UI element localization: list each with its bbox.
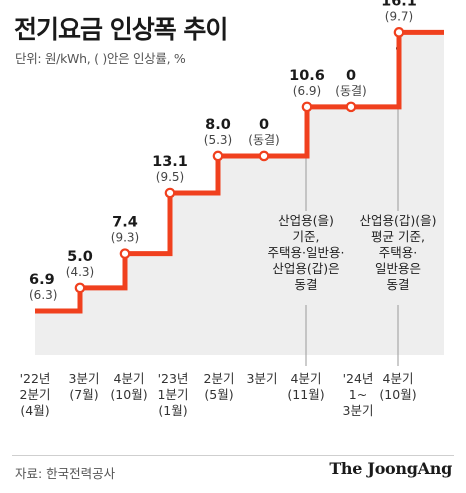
point-marker [393,27,405,38]
point-marker [258,150,270,162]
annotation-text: 산업용(갑)은 [272,261,339,276]
series-line [35,29,444,314]
footer-divider [12,455,454,456]
x-tick-label: 1~ [349,387,367,402]
point-marker [119,248,131,259]
x-tick-label: 1분기 [158,387,189,402]
value-label: 16.1 [381,0,417,9]
value-label: 8.0 [205,117,231,133]
x-tick-label: 4분기 [114,371,145,386]
point-marker [301,101,313,113]
x-tick-label: 2분기 [20,387,51,402]
annotation-text: 주택용·일반용· [268,245,345,260]
change-label: (4.3) [66,265,94,279]
value-label: 6.9 [29,272,55,288]
x-tick-label: (10월) [110,387,147,402]
change-label: (동결) [248,133,279,147]
area-fill [35,32,444,356]
unit-note: 단위: 원/kWh, ( )안은 인상률, % [15,51,186,66]
value-label: 10.6 [289,68,325,84]
change-label: (5.3) [204,133,232,147]
x-tick-label: 4분기 [291,371,322,386]
change-label: (9.7) [385,9,413,23]
point-marker [74,282,86,294]
x-tick-label-group: '22년2분기(4월)3분기(7월)4분기(10월)'23년1분기(1월)2분기… [20,371,417,418]
x-tick-label: (1월) [158,403,187,418]
x-tick-label: '24년 [343,371,374,386]
point-marker [164,187,176,199]
change-label: (6.9) [293,84,321,98]
annotation-text: 기준, [293,229,320,244]
series-line-group [35,29,444,314]
publisher-logo: The JoongAng [329,459,452,478]
point-marker [212,150,224,162]
x-tick-label: 4분기 [383,371,414,386]
change-label: (6.3) [29,288,57,302]
x-tick-label: 3분기 [343,403,374,418]
x-tick-label: (4월) [20,403,49,418]
change-label: (동결) [335,84,366,98]
area-fill-group [35,32,444,356]
value-label: 13.1 [152,154,188,170]
change-label: (9.5) [156,170,184,184]
x-tick-label: 3분기 [247,371,278,386]
value-label: 7.4 [112,215,138,231]
x-tick-label: 2분기 [204,371,235,386]
x-tick-label: 3분기 [69,371,100,386]
x-tick-label: (11월) [287,387,324,402]
chart-title: 전기요금 인상폭 추이 [14,15,228,44]
x-tick-label: (5월) [204,387,233,402]
annotation-text: 평균 기준, [371,229,425,244]
value-label: 0 [259,117,269,133]
value-label: 5.0 [67,249,93,265]
x-tick-label: '23년 [158,371,189,386]
value-label-group: 6.9(6.3) 5.0(4.3) 7.4(9.3) 13.1(9.5) 8.0(5.3… [29,0,417,302]
point-marker [345,101,357,113]
x-tick-label: (10월) [379,387,416,402]
annotation-text: 산업용(을) [278,213,334,228]
annotation-text: 동결 [294,277,317,292]
annotation-text: 일반용은 [375,261,421,276]
x-tick-label: '22년 [20,371,51,386]
annotation-text: 산업용(갑)(을) [359,213,436,228]
annotation-text: 동결 [386,277,409,292]
change-label: (9.3) [111,231,139,245]
value-label: 0 [346,68,356,84]
marker-group [74,27,405,294]
source-note: 자료: 한국전력공사 [15,466,116,481]
annotation-text: 주택용· [379,245,417,260]
x-tick-label: (7월) [69,387,98,402]
